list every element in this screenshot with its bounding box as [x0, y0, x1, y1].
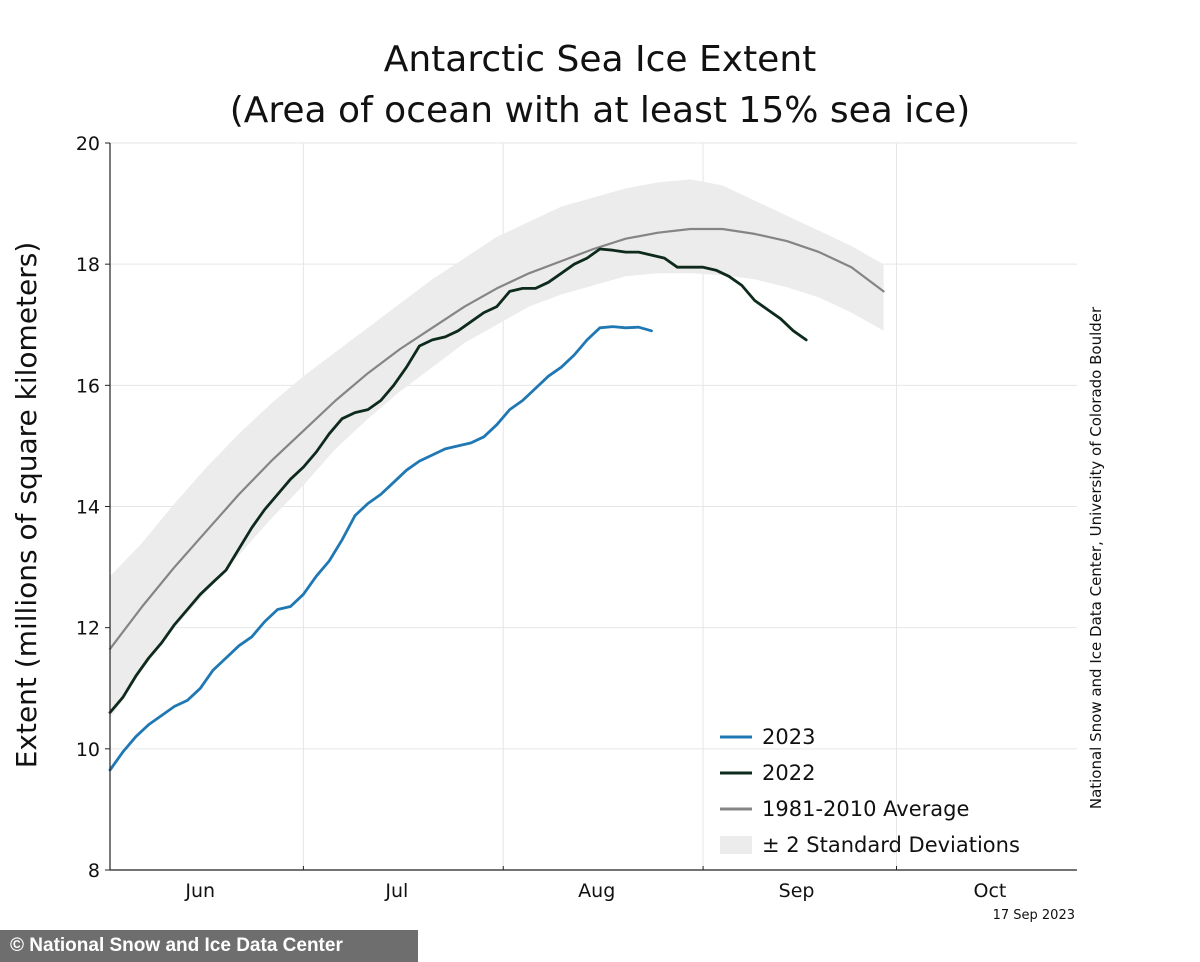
y-tick-label-16: 16	[76, 375, 100, 397]
date-annotation: 17 Sep 2023	[993, 908, 1075, 923]
chart-title: Antarctic Sea Ice Extent	[384, 39, 817, 80]
series-lines	[108, 227, 885, 772]
y-tick-label-20: 20	[76, 133, 100, 155]
y-tick-label-14: 14	[76, 497, 100, 519]
legend-label-average: 1981-2010 Average	[762, 797, 969, 821]
y-ticks: 8 10 12 14 16 18 20	[76, 133, 110, 882]
legend-label-2022: 2022	[762, 761, 815, 785]
credit-annotation: National Snow and Ice Data Center, Unive…	[1087, 306, 1105, 809]
watermark: © National Snow and Ice Data Center	[0, 930, 418, 962]
x-tick-label-oct: Oct	[974, 880, 1007, 902]
std-dev-band	[110, 179, 884, 719]
legend-label-2023: 2023	[762, 725, 815, 749]
y-tick-label-8: 8	[88, 860, 100, 882]
y-tick-label-18: 18	[76, 254, 100, 276]
x-tick-label-jun: Jun	[184, 880, 215, 902]
chart-subtitle: (Area of ocean with at least 15% sea ice…	[230, 90, 971, 131]
y-tick-label-10: 10	[76, 739, 100, 761]
legend: 2023 2022 1981-2010 Average ± 2 Standard…	[720, 725, 1020, 857]
x-ticks: Jun Jul Aug Sep Oct	[109, 866, 1007, 902]
x-tick-label-aug: Aug	[578, 880, 615, 902]
legend-label-std-dev: ± 2 Standard Deviations	[762, 833, 1020, 857]
series-line-2022	[108, 247, 808, 714]
x-tick-label-jul: Jul	[384, 880, 408, 902]
y-tick-label-12: 12	[76, 618, 100, 640]
series-line-2023	[108, 325, 653, 772]
legend-swatch-std-dev	[720, 836, 752, 854]
x-tick-label-sep: Sep	[779, 880, 815, 902]
y-axis-label: Extent (millions of square kilometers)	[10, 242, 43, 769]
series-line-1981-2010-average	[108, 227, 885, 650]
